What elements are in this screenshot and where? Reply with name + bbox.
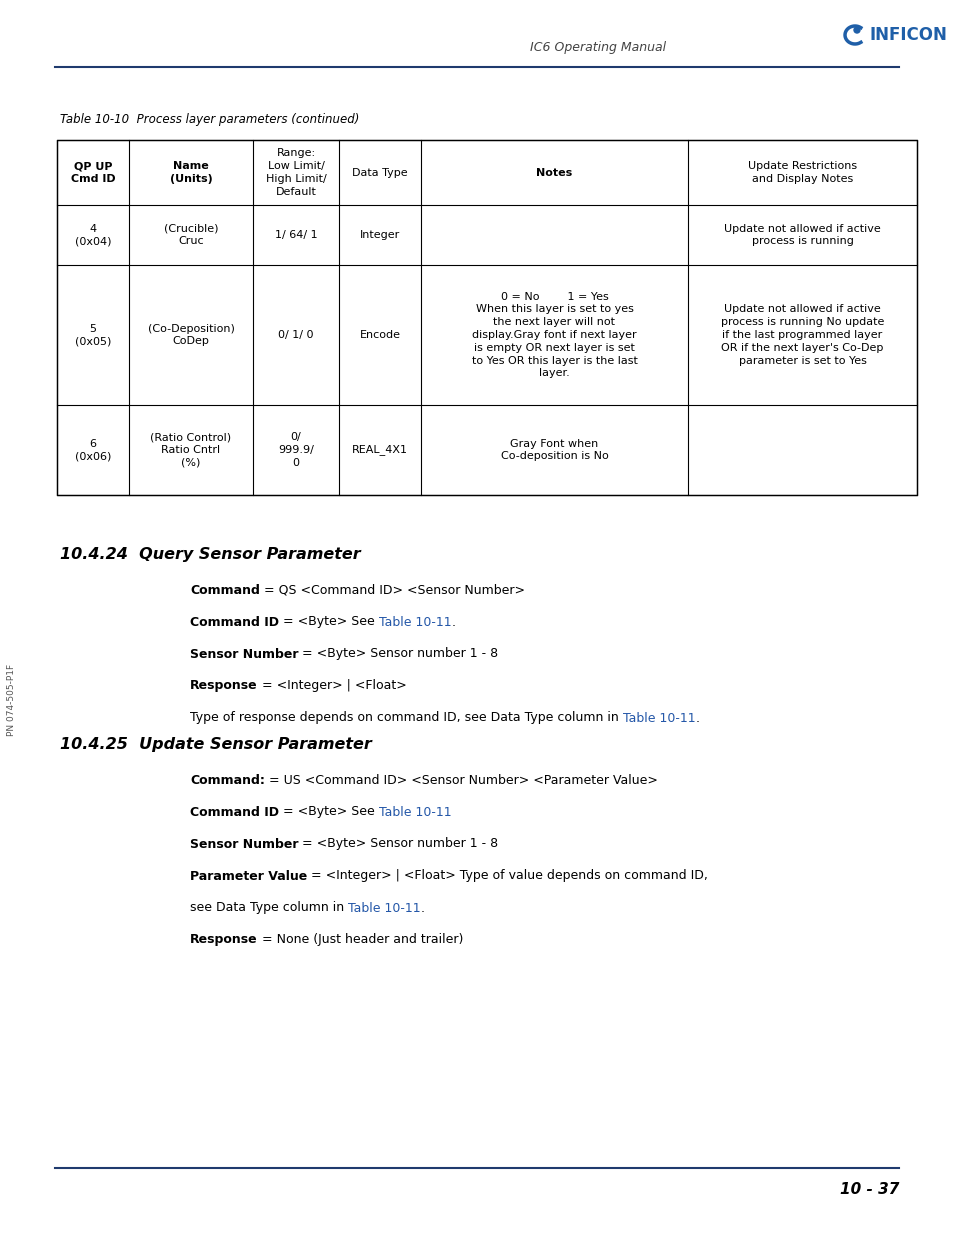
Text: Response: Response: [190, 679, 257, 693]
Text: .: .: [451, 615, 455, 629]
Text: see Data Type column in: see Data Type column in: [190, 902, 348, 914]
Text: 0/
999.9/
0: 0/ 999.9/ 0: [277, 432, 314, 468]
Text: Sensor Number: Sensor Number: [190, 647, 298, 661]
Text: Response: Response: [190, 934, 257, 946]
Text: Name
(Units): Name (Units): [170, 161, 213, 184]
Text: = <Byte> Sensor number 1 - 8: = <Byte> Sensor number 1 - 8: [298, 837, 498, 851]
Bar: [57, 140, 916, 495]
Text: = <Integer> | <Float>: = <Integer> | <Float>: [257, 679, 406, 693]
Text: = <Byte> See: = <Byte> See: [278, 805, 378, 819]
Text: = <Byte> Sensor number 1 - 8: = <Byte> Sensor number 1 - 8: [298, 647, 498, 661]
Text: (Co-Deposition)
CoDep: (Co-Deposition) CoDep: [148, 324, 234, 346]
Text: (Crucible)
Cruc: (Crucible) Cruc: [164, 224, 218, 247]
Text: IC6 Operating Manual: IC6 Operating Manual: [529, 41, 665, 53]
Text: Table 10-10  Process layer parameters (continued): Table 10-10 Process layer parameters (co…: [60, 114, 359, 126]
Text: 0/ 1/ 0: 0/ 1/ 0: [278, 330, 314, 340]
Text: Encode: Encode: [359, 330, 400, 340]
Text: Command: Command: [190, 583, 259, 597]
Text: Notes: Notes: [536, 168, 572, 178]
Text: = QS <Command ID> <Sensor Number>: = QS <Command ID> <Sensor Number>: [259, 583, 524, 597]
Text: 6
(0x06): 6 (0x06): [74, 438, 112, 462]
Text: INFICON: INFICON: [869, 26, 947, 44]
Text: .: .: [695, 711, 699, 725]
Text: Command ID: Command ID: [190, 805, 278, 819]
Text: Table 10-11: Table 10-11: [622, 711, 695, 725]
Text: QP UP
Cmd ID: QP UP Cmd ID: [71, 161, 115, 184]
Text: 4
(0x04): 4 (0x04): [74, 224, 112, 247]
Text: 0 = No        1 = Yes
When this layer is set to yes
the next layer will not
disp: 0 = No 1 = Yes When this layer is set to…: [471, 291, 637, 378]
Text: (Ratio Control)
Ratio Cntrl
(%): (Ratio Control) Ratio Cntrl (%): [151, 432, 232, 468]
Text: Gray Font when
Co-deposition is No: Gray Font when Co-deposition is No: [500, 438, 608, 462]
Text: Update Restrictions
and Display Notes: Update Restrictions and Display Notes: [747, 161, 856, 184]
Text: REAL_4X1: REAL_4X1: [352, 445, 408, 456]
Text: Type of response depends on command ID, see Data Type column in: Type of response depends on command ID, …: [190, 711, 622, 725]
Text: Table 10-11: Table 10-11: [378, 805, 451, 819]
Text: Update not allowed if active
process is running: Update not allowed if active process is …: [723, 224, 880, 247]
Circle shape: [853, 27, 859, 33]
Text: Table 10-11: Table 10-11: [378, 615, 451, 629]
Text: PN 074-505-P1F: PN 074-505-P1F: [8, 664, 16, 736]
Text: Command ID: Command ID: [190, 615, 278, 629]
Text: Table 10-11: Table 10-11: [348, 902, 420, 914]
Text: = US <Command ID> <Sensor Number> <Parameter Value>: = US <Command ID> <Sensor Number> <Param…: [265, 773, 657, 787]
Text: Range:
Low Limit/
High Limit/
Default: Range: Low Limit/ High Limit/ Default: [265, 148, 326, 196]
Text: = <Byte> See: = <Byte> See: [278, 615, 378, 629]
Text: Integer: Integer: [359, 230, 399, 240]
Text: 10.4.25  Update Sensor Parameter: 10.4.25 Update Sensor Parameter: [60, 737, 372, 752]
Text: Sensor Number: Sensor Number: [190, 837, 298, 851]
Text: Data Type: Data Type: [352, 168, 407, 178]
Text: = <Integer> | <Float> Type of value depends on command ID,: = <Integer> | <Float> Type of value depe…: [307, 869, 707, 883]
Text: 1/ 64/ 1: 1/ 64/ 1: [274, 230, 317, 240]
Text: .: .: [420, 902, 424, 914]
Text: Update not allowed if active
process is running No update
if the last programmed: Update not allowed if active process is …: [720, 304, 883, 366]
Text: Command:: Command:: [190, 773, 265, 787]
Text: = None (Just header and trailer): = None (Just header and trailer): [257, 934, 462, 946]
Text: 5
(0x05): 5 (0x05): [74, 324, 112, 346]
Text: 10 - 37: 10 - 37: [839, 1182, 898, 1198]
Text: Parameter Value: Parameter Value: [190, 869, 307, 883]
Text: 10.4.24  Query Sensor Parameter: 10.4.24 Query Sensor Parameter: [60, 547, 360, 562]
